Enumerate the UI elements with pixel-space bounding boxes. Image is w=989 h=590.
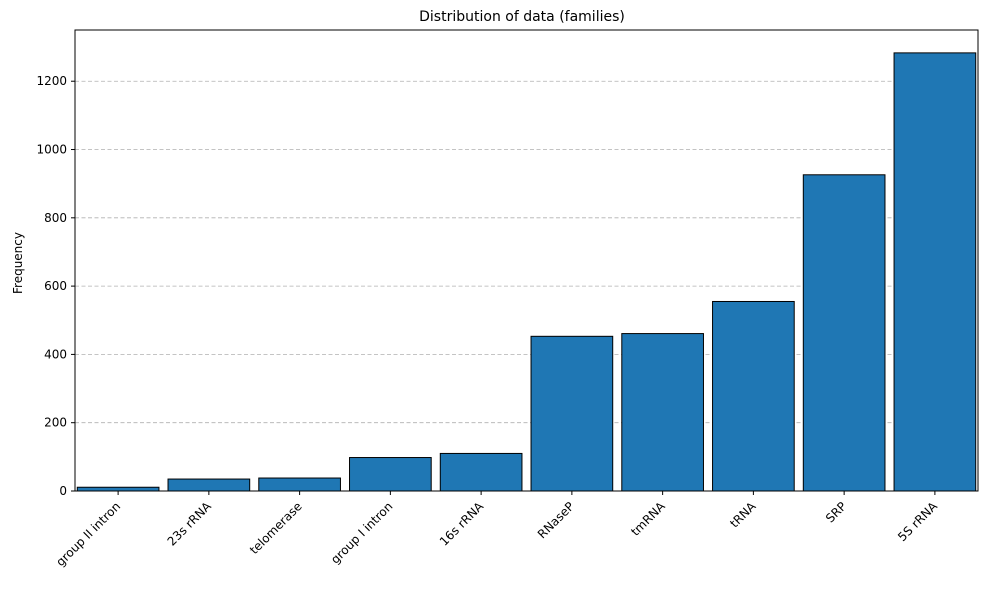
x-axis-ticks: group II intron 23s rRNA telomerase group I… — [53, 491, 941, 569]
x-tick-label: 23s rRNA — [165, 499, 215, 549]
bar-rnasep — [530, 335, 614, 492]
bar-srp — [802, 174, 886, 492]
y-axis-label: Frequency — [11, 232, 25, 294]
y-tick-label: 1200 — [36, 74, 67, 88]
x-tick-label: tRNA — [727, 499, 759, 531]
x-tick-label: 16s rRNA — [437, 499, 487, 549]
x-tick-label: tmRNA — [628, 499, 668, 539]
chart-title: Distribution of data (families) — [419, 9, 625, 25]
x-tick-label: RNaseP — [535, 499, 577, 541]
bar-group-i-intron — [349, 457, 432, 492]
bar-16s-rrna — [439, 452, 523, 492]
x-tick-label: group I intron — [328, 499, 395, 566]
y-tick-label: 0 — [59, 484, 67, 498]
y-tick-label: 800 — [44, 211, 67, 225]
y-tick-label: 1000 — [36, 143, 67, 157]
x-tick-label: group II intron — [53, 499, 123, 569]
y-tick-label: 400 — [44, 347, 67, 361]
y-axis-ticks: 0 200 400 600 800 1000 1200 — [36, 74, 75, 498]
gridlines — [75, 80, 978, 424]
y-tick-label: 200 — [44, 416, 67, 430]
bar-tmrna — [621, 333, 704, 492]
bars — [76, 52, 977, 492]
x-tick-label: telomerase — [247, 499, 305, 557]
bar-telomerase — [258, 477, 341, 492]
x-tick-label: SRP — [823, 499, 849, 525]
y-tick-label: 600 — [44, 279, 67, 293]
bar-23s-rrna — [167, 478, 251, 492]
plot-frame — [74, 29, 979, 492]
bar-group-ii-intron — [76, 486, 160, 492]
x-tick-label: 5S rRNA — [895, 499, 940, 544]
bar-trna — [712, 300, 795, 492]
bar-5s-rrna — [893, 52, 977, 492]
